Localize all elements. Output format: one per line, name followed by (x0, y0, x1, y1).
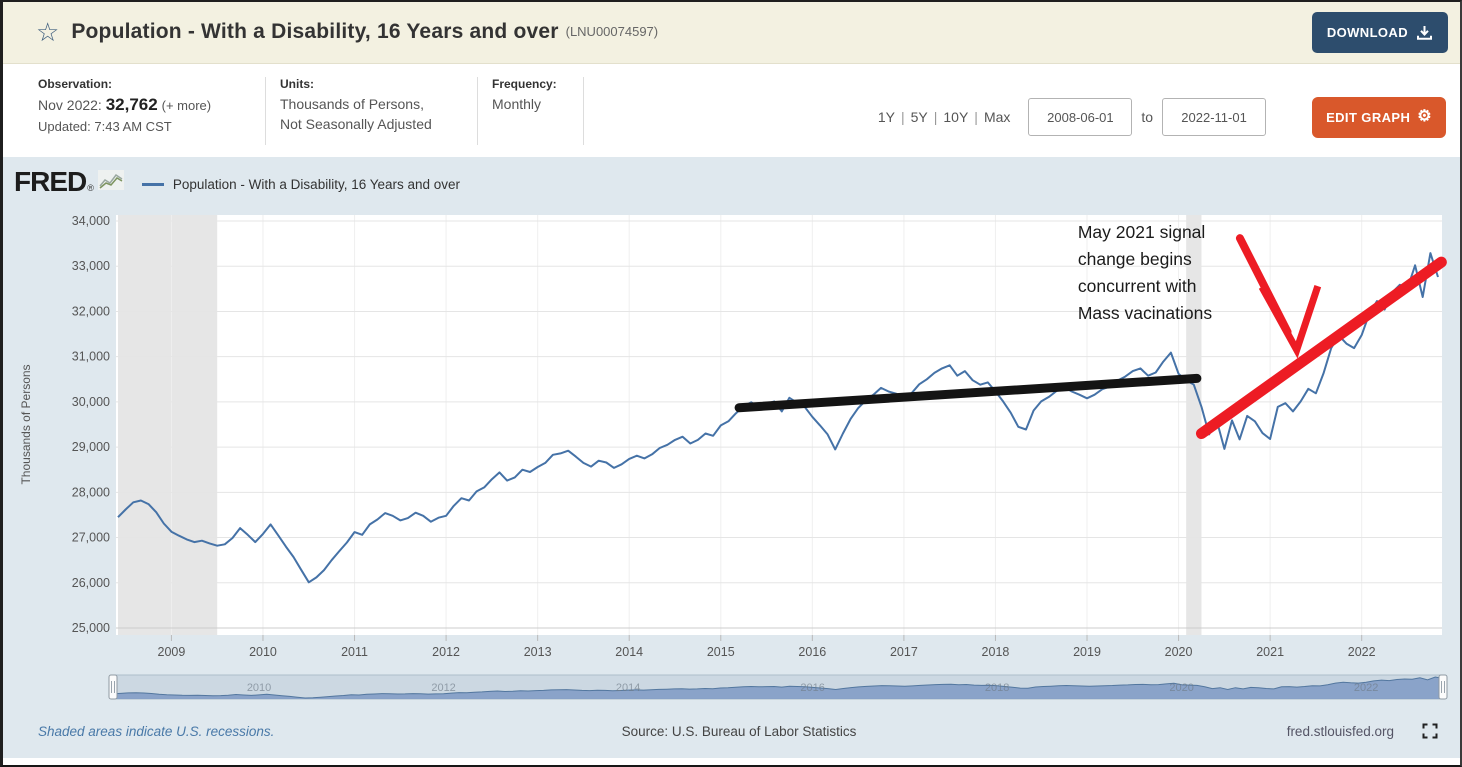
red-trend-line (1195, 256, 1447, 440)
fred-logo-reg-mark: ® (87, 183, 94, 193)
x-tick-label: 2014 (615, 645, 643, 659)
y-tick-label: 27,000 (72, 531, 110, 545)
fullscreen-button[interactable] (1420, 721, 1440, 741)
navigator-line (112, 676, 1444, 699)
x-tick-label: 2020 (1165, 645, 1193, 659)
y-tick-label: 34,000 (72, 214, 110, 228)
edit-graph-button[interactable]: EDIT GRAPH ⚙ (1312, 96, 1446, 138)
plot-area[interactable] (116, 215, 1442, 635)
series-header: ☆ Population - With a Disability, 16 Yea… (0, 0, 1462, 64)
black-trend-line (734, 373, 1202, 413)
x-tick-label: 2015 (707, 645, 735, 659)
range-5y[interactable]: 5Y (910, 109, 928, 125)
observation-label: Observation: (38, 77, 113, 91)
edit-graph-label: EDIT GRAPH (1326, 109, 1411, 125)
range-separator: | (900, 109, 905, 125)
download-icon (1417, 25, 1432, 40)
y-tick-label: 29,000 (72, 440, 110, 454)
range-separator: | (933, 109, 938, 125)
more-observations-link[interactable]: (+ more) (161, 98, 212, 113)
recession-note: Shaded areas indicate U.S. recessions. (38, 723, 275, 739)
range-separator: | (974, 109, 978, 125)
y-tick-label: 30,000 (72, 395, 110, 409)
fullscreen-icon (1422, 723, 1438, 739)
units-label: Units: (280, 77, 314, 91)
x-tick-label: 2017 (890, 645, 918, 659)
x-tick-label: 2018 (982, 645, 1010, 659)
recession-band (1186, 215, 1202, 635)
y-tick-label: 25,000 (72, 621, 110, 635)
chart-panel: FRED ® Population - With a Disability, 1… (0, 157, 1462, 758)
date-range-to-label: to (1141, 109, 1154, 125)
gear-icon: ⚙ (1417, 108, 1432, 125)
y-tick-label: 32,000 (72, 304, 110, 318)
date-end-input[interactable] (1162, 98, 1267, 136)
download-button[interactable]: DOWNLOAD (1311, 12, 1448, 53)
main-chart[interactable]: 25,000 26,000 27,000 28,000 29,000 30,000 31,0… (0, 205, 1462, 665)
source-note: Source: U.S. Bureau of Labor Statistics (621, 723, 857, 739)
observation-line: Nov 2022: 32,762 (+ more) (38, 95, 251, 115)
navigator-year-label: 2012 (431, 682, 455, 694)
navigator-year-label: 2014 (616, 682, 640, 694)
x-tick-label: 2010 (249, 645, 277, 659)
y-tick-label: 28,000 (72, 485, 110, 499)
y-tick-label: 33,000 (72, 259, 110, 273)
toolbar: Observation: Nov 2022: 32,762 (+ more) U… (0, 65, 1462, 157)
x-tick-label: 2016 (798, 645, 826, 659)
recession-band (118, 215, 218, 635)
range-1y[interactable]: 1Y (877, 109, 895, 125)
observation-block: Observation: Nov 2022: 32,762 (+ more) U… (38, 77, 266, 145)
navigator-year-label: 2016 (800, 682, 824, 694)
favorite-star-icon[interactable]: ☆ (36, 16, 60, 47)
arrow-head (1258, 285, 1322, 359)
units-value-line1: Thousands of Persons, (280, 96, 424, 112)
observation-value: 32,762 (105, 95, 158, 114)
series-id: (LNU00074597) (565, 24, 659, 39)
site-link[interactable]: fred.stlouisfed.org (1286, 723, 1394, 739)
units-block: Units: Thousands of Persons, Not Seasona… (280, 77, 478, 145)
range-navigator[interactable]: 2010 2012 2014 2016 2018 2020 2022 (0, 671, 1462, 705)
frequency-block: Frequency: Monthly (492, 77, 584, 145)
observation-date: Nov 2022: (38, 97, 102, 113)
download-button-label: DOWNLOAD (1326, 25, 1408, 40)
x-tick-label: 2019 (1073, 645, 1101, 659)
y-axis-title: Thousands of Persons (19, 364, 33, 484)
y-tick-label: 26,000 (72, 576, 110, 590)
frequency-label: Frequency: (492, 77, 557, 91)
x-tick-label: 2022 (1348, 645, 1376, 659)
legend-line-marker (141, 182, 164, 186)
fred-logo-sparkline-icon (97, 170, 124, 190)
navigator-year-label: 2022 (1354, 682, 1378, 694)
units-value-line2: Not Seasonally Adjusted (280, 115, 432, 132)
range-selector: 1Y | 5Y | 10Y | Max (878, 109, 1011, 125)
date-start-input[interactable] (1028, 98, 1133, 136)
range-max[interactable]: Max (983, 109, 1011, 125)
y-tick-label: 31,000 (72, 350, 110, 364)
navigator-year-label: 2020 (1169, 682, 1193, 694)
frequency-value: Monthly (492, 96, 542, 112)
navigator-handle-right[interactable] (1438, 674, 1448, 700)
updated-timestamp: Updated: 7:43 AM CST (38, 119, 172, 134)
annotation-note: May 2021 signal change begins concurrent w… (1078, 222, 1212, 323)
x-tick-label: 2021 (1256, 645, 1284, 659)
navigator-year-label: 2018 (985, 682, 1009, 694)
x-tick-label: 2009 (158, 645, 186, 659)
navigator-handle-left[interactable] (108, 674, 118, 700)
fred-logo[interactable]: FRED ® (14, 166, 124, 197)
graph-controls: 1Y | 5Y | 10Y | Max to EDIT GRAPH ⚙ (878, 96, 1446, 138)
fred-logo-text: FRED (14, 166, 87, 197)
x-tick-label: 2012 (432, 645, 460, 659)
x-tick-label: 2013 (524, 645, 552, 659)
page-title: Population - With a Disability, 16 Years… (71, 19, 559, 43)
legend-label: Population - With a Disability, 16 Years… (172, 176, 461, 192)
footer-right: fred.stlouisfed.org (1002, 721, 1440, 741)
legend: Population - With a Disability, 16 Years… (141, 176, 461, 192)
chart-footer: Shaded areas indicate U.S. recessions. S… (0, 713, 1462, 749)
range-10y[interactable]: 10Y (943, 109, 969, 125)
brand-row: FRED ® Population - With a Disability, 1… (14, 166, 461, 197)
x-tick-label: 2011 (341, 645, 368, 659)
navigator-year-label: 2010 (247, 682, 271, 694)
navigator-area (113, 677, 1443, 699)
